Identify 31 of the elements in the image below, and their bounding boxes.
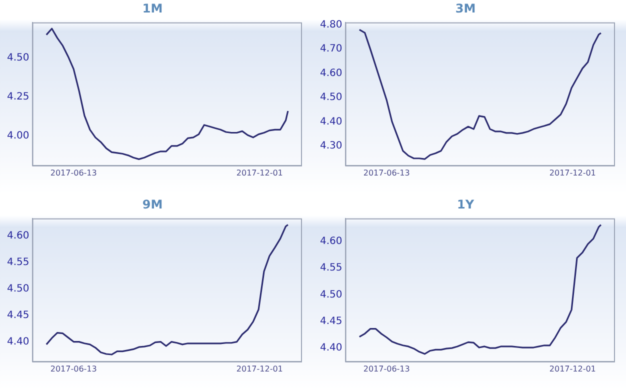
y-tick-label: 4.45 [320, 316, 342, 327]
y-tick-label: 4.50 [7, 52, 30, 64]
y-tick-label: 4.60 [7, 230, 30, 242]
x-tick-label: 2017-06-13 [50, 364, 97, 374]
x-tick-label: 2017-06-13 [363, 168, 410, 178]
y-tick-label: 4.60 [320, 236, 342, 247]
y-tick-label: 4.30 [320, 140, 342, 152]
y-tick-label: 4.40 [320, 342, 342, 354]
y-tick-label: 4.80 [320, 19, 342, 30]
y-tick-label: 4.50 [320, 289, 342, 300]
chart-title: 1M [142, 1, 163, 16]
y-tick-label: 4.00 [7, 130, 30, 142]
y-tick-label: 4.40 [320, 116, 342, 128]
y-tick-label: 4.25 [7, 92, 30, 103]
x-tick-label: 2017-12-01 [236, 168, 283, 178]
chart-title: 3M [455, 1, 476, 16]
y-tick-label: 4.50 [7, 283, 30, 294]
y-tick-label: 4.60 [320, 68, 342, 79]
y-tick-label: 4.55 [7, 256, 30, 268]
y-tick-label: 4.45 [7, 310, 30, 321]
x-tick-label: 2017-12-01 [549, 168, 596, 178]
x-tick-label: 2017-12-01 [236, 364, 283, 374]
x-tick-label: 2017-12-01 [549, 364, 596, 374]
y-tick-label: 4.50 [320, 92, 342, 104]
chart-title: 9M [142, 197, 163, 212]
x-tick-label: 2017-06-13 [363, 364, 410, 374]
y-tick-label: 4.40 [7, 336, 30, 348]
y-tick-label: 4.70 [320, 44, 342, 55]
chart-title: 1Y [456, 197, 474, 212]
y-tick-label: 4.55 [320, 262, 342, 274]
x-tick-label: 2017-06-13 [50, 168, 97, 178]
